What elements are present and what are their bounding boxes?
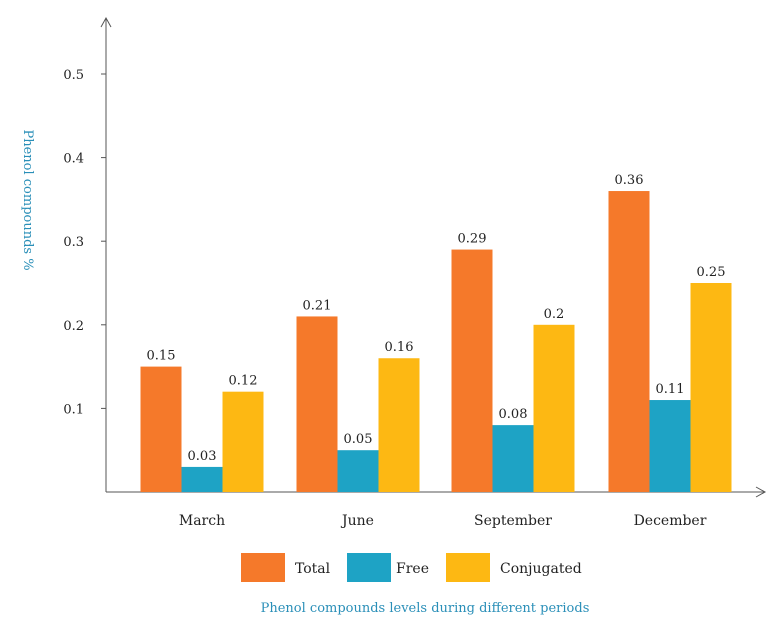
y-axis-label: Phenol compounds % — [20, 129, 35, 270]
data-label: 0.21 — [303, 298, 332, 313]
legend-swatch-total — [241, 553, 285, 582]
data-label: 0.16 — [385, 340, 414, 355]
bar-free-march — [181, 466, 223, 492]
bar-free-december — [649, 400, 691, 492]
x-axis-categories: March June September December — [179, 513, 707, 529]
bar-free-june — [337, 450, 379, 492]
legend: Total Free Conjugated — [241, 553, 582, 582]
data-label: 0.11 — [656, 382, 685, 397]
chart-caption: Phenol compounds levels during different… — [261, 601, 590, 616]
bar-conjugated-september — [533, 324, 575, 492]
y-tick-label: 0.1 — [63, 402, 84, 417]
data-label: 0.08 — [499, 407, 528, 422]
bars — [140, 191, 732, 493]
data-label: 0.12 — [229, 374, 258, 389]
x-axis-arrow — [755, 486, 767, 498]
y-axis-ticks: 0.1 0.2 0.3 0.4 0.5 — [63, 68, 106, 417]
y-tick-label: 0.4 — [63, 152, 84, 167]
y-tick-label: 0.3 — [63, 235, 84, 250]
legend-label-free: Free — [396, 561, 429, 577]
bar-total-june — [296, 316, 338, 492]
legend-swatch-conjugated — [446, 553, 490, 582]
bar-total-march — [140, 366, 182, 492]
legend-label-conjugated: Conjugated — [500, 561, 582, 577]
y-tick-label: 0.5 — [63, 68, 84, 83]
data-label: 0.29 — [458, 232, 487, 247]
bar-free-september — [492, 425, 534, 492]
legend-swatch-free — [347, 553, 391, 582]
x-category-label: June — [340, 513, 374, 529]
bar-total-december — [608, 191, 650, 493]
y-tick-label: 0.2 — [63, 319, 84, 334]
bar-conjugated-june — [378, 358, 420, 492]
data-label: 0.05 — [344, 432, 373, 447]
x-category-label: September — [474, 513, 552, 529]
x-category-label: December — [634, 513, 707, 529]
bar-conjugated-december — [690, 283, 732, 492]
data-label: 0.36 — [615, 173, 644, 188]
legend-label-total: Total — [295, 561, 331, 577]
data-label: 0.2 — [544, 307, 565, 322]
x-category-label: March — [179, 513, 225, 529]
data-label: 0.15 — [147, 349, 176, 364]
bar-conjugated-march — [222, 391, 264, 492]
y-axis-arrow — [100, 16, 112, 28]
data-label: 0.03 — [188, 449, 217, 464]
data-label: 0.25 — [697, 265, 726, 280]
data-labels: 0.15 0.03 0.12 0.21 0.05 0.16 0.29 0.08 0.2 0.36 0… — [147, 173, 726, 464]
bar-total-september — [451, 249, 493, 492]
